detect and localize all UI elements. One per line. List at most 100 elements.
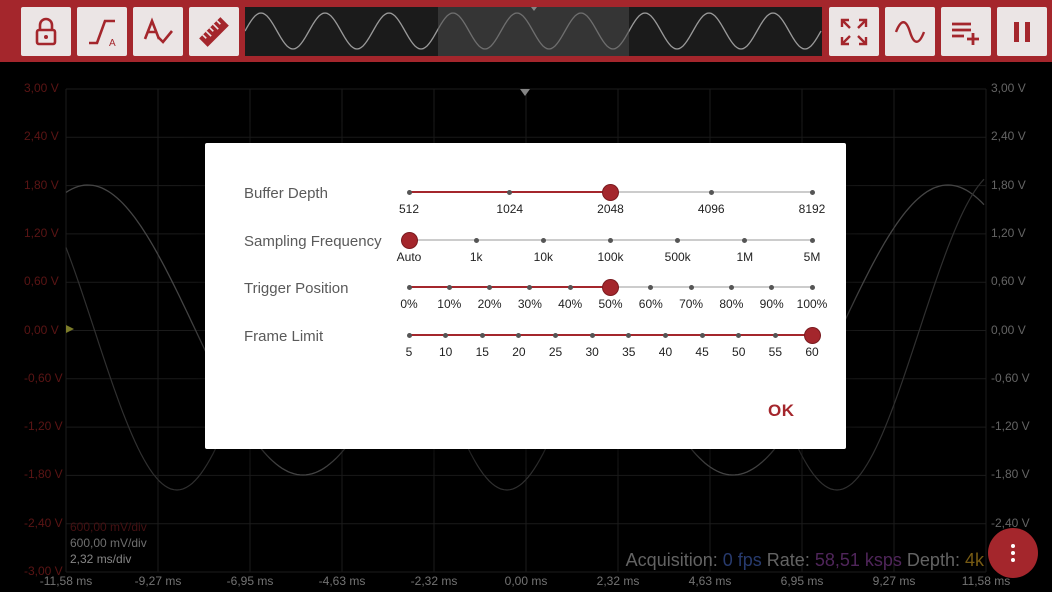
frame-limit-tick[interactable] — [736, 332, 742, 338]
measure-button[interactable] — [189, 7, 239, 56]
trigger-position-tick[interactable] — [567, 284, 573, 290]
more-vert-icon — [1011, 544, 1015, 548]
status-bar: Acquisition: 0 fps Rate: 58,51 ksps Dept… — [626, 550, 984, 571]
buffer-depth-thumb[interactable] — [603, 184, 618, 200]
x-axis-label: -9,27 ms — [134, 574, 182, 588]
trigger-position-tick[interactable] — [406, 284, 412, 290]
rate-value: 58,51 ksps — [814, 550, 902, 570]
fit-screen-icon — [840, 18, 868, 45]
frame-limit-tick[interactable] — [699, 332, 705, 338]
frame-limit-thumb[interactable] — [804, 327, 820, 343]
trigger-marker-icon[interactable] — [520, 89, 530, 96]
trigger-position-tick[interactable] — [648, 284, 654, 290]
sampling-frequency-label: Sampling Frequency — [244, 233, 382, 250]
trigger-position-thumb[interactable] — [603, 279, 618, 295]
frame-limit-tick[interactable] — [589, 332, 595, 338]
frame-limit-tick-label: 30 — [585, 345, 599, 359]
acquisition-settings-dialog: Buffer Depth 512 1024 2048 4096 8192 Samplin… — [205, 143, 846, 449]
frame-limit-tick[interactable] — [406, 332, 412, 338]
trigger-position-tick[interactable] — [688, 284, 694, 290]
ok-button[interactable]: OK — [768, 401, 795, 420]
toolbar: A — [0, 0, 1052, 62]
sampling-frequency-tick[interactable] — [742, 237, 748, 243]
frame-limit-tick-label: 20 — [512, 345, 526, 359]
frame-limit-tick[interactable] — [662, 332, 668, 338]
sampling-frequency-tick-label: 5M — [803, 250, 821, 264]
trigger-position-tick-label: 60% — [638, 297, 663, 311]
trigger-position-tick[interactable] — [769, 284, 775, 290]
x-axis-label: 9,27 ms — [872, 574, 916, 588]
sampling-frequency-tick[interactable] — [473, 237, 479, 243]
buffer-depth-tick-label: 1024 — [496, 202, 524, 216]
x-axis-label: -6,95 ms — [226, 574, 274, 588]
ruler-icon — [199, 16, 229, 47]
pause-button[interactable] — [997, 7, 1047, 56]
waveform-button[interactable] — [885, 7, 935, 56]
acquisition-value: 0 fps — [722, 550, 762, 570]
frame-limit-tick-label: 45 — [695, 345, 709, 359]
zoom-fit-button[interactable] — [829, 7, 879, 56]
sampling-frequency-tick-label: 500k — [664, 250, 691, 264]
trigger-position-label: Trigger Position — [244, 280, 349, 297]
y-axis-label-left: -1,20 V — [24, 419, 63, 434]
more-options-button[interactable] — [988, 528, 1038, 578]
x-axis-label: 0,00 ms — [504, 574, 548, 588]
acquisition-label: Acquisition: — [625, 550, 718, 570]
frame-limit-tick[interactable] — [772, 332, 778, 338]
x-axis-label: 6,95 ms — [780, 574, 824, 588]
sine-wave-icon — [894, 20, 926, 43]
y-axis-label-right: 0,60 V — [991, 274, 1026, 289]
trigger-position-tick-label: 70% — [679, 297, 704, 311]
trigger-position-tick[interactable] — [446, 284, 452, 290]
buffer-depth-tick[interactable] — [708, 189, 714, 195]
buffer-depth-tick[interactable] — [809, 189, 815, 195]
trigger-mode-button[interactable]: A — [77, 7, 127, 56]
frame-limit-tick[interactable] — [553, 332, 559, 338]
auto-setup-button[interactable] — [133, 7, 183, 56]
frame-limit-tick[interactable] — [516, 332, 522, 338]
sampling-frequency-tick[interactable] — [608, 237, 613, 243]
y-axis-label-right: -0,60 V — [991, 370, 1030, 385]
lock-icon — [35, 17, 57, 45]
trigger-position-tick-label: 10% — [437, 297, 462, 311]
frame-limit-tick-label: 60 — [805, 345, 819, 359]
x-axis-label: 11,58 ms — [961, 574, 1011, 588]
sampling-frequency-tick[interactable] — [809, 237, 815, 243]
trigger-edge-icon: A — [89, 19, 116, 49]
buffer-depth-label: Buffer Depth — [244, 185, 328, 202]
ground-marker-icon[interactable] — [66, 325, 74, 333]
y-axis-label-left: -1,80 V — [24, 467, 63, 482]
frame-limit-tick-label: 10 — [438, 345, 453, 359]
frame-limit-tick-label: 5 — [405, 345, 413, 359]
sampling-frequency-tick[interactable] — [675, 237, 681, 243]
trigger-position-tick[interactable] — [527, 284, 533, 290]
y-axis-label-right: 0,00 V — [991, 322, 1026, 337]
y-axis-label-left: -3,00 V — [24, 564, 63, 578]
trigger-position-tick-label: 80% — [719, 297, 744, 311]
add-channel-button[interactable] — [941, 7, 991, 56]
y-axis-label-right: 2,40 V — [991, 129, 1026, 144]
buffer-depth-tick[interactable] — [406, 189, 412, 195]
sampling-frequency-thumb[interactable] — [401, 232, 417, 248]
sampling-frequency-tick[interactable] — [540, 237, 546, 243]
frame-limit-tick[interactable] — [479, 332, 485, 338]
trigger-position-tick[interactable] — [728, 284, 734, 290]
y-axis-label-right: 3,00 V — [991, 81, 1026, 95]
y-axis-label-right: -1,20 V — [991, 419, 1030, 434]
buffer-depth-tick[interactable] — [507, 189, 513, 195]
frame-limit-tick[interactable] — [626, 332, 632, 338]
waveform-overview[interactable] — [245, 7, 822, 56]
y-axis-label-left: 2,40 V — [24, 129, 59, 144]
sampling-frequency-tick-label: Auto — [396, 250, 422, 264]
sampling-frequency-tick-label: 1M — [736, 250, 754, 264]
trigger-position-tick[interactable] — [487, 284, 493, 290]
trigger-position-tick[interactable] — [809, 284, 815, 290]
depth-label: Depth: — [906, 550, 960, 570]
x-axis-label: 4,63 ms — [688, 574, 732, 588]
frame-limit-tick[interactable] — [443, 332, 449, 338]
lock-button[interactable] — [21, 7, 71, 56]
ch2-scale-label: 600,00 mV/div — [70, 536, 147, 550]
y-axis-label-left: 0,60 V — [24, 274, 59, 289]
frame-limit-label: Frame Limit — [244, 328, 324, 345]
overview-viewport-window[interactable] — [438, 7, 629, 56]
